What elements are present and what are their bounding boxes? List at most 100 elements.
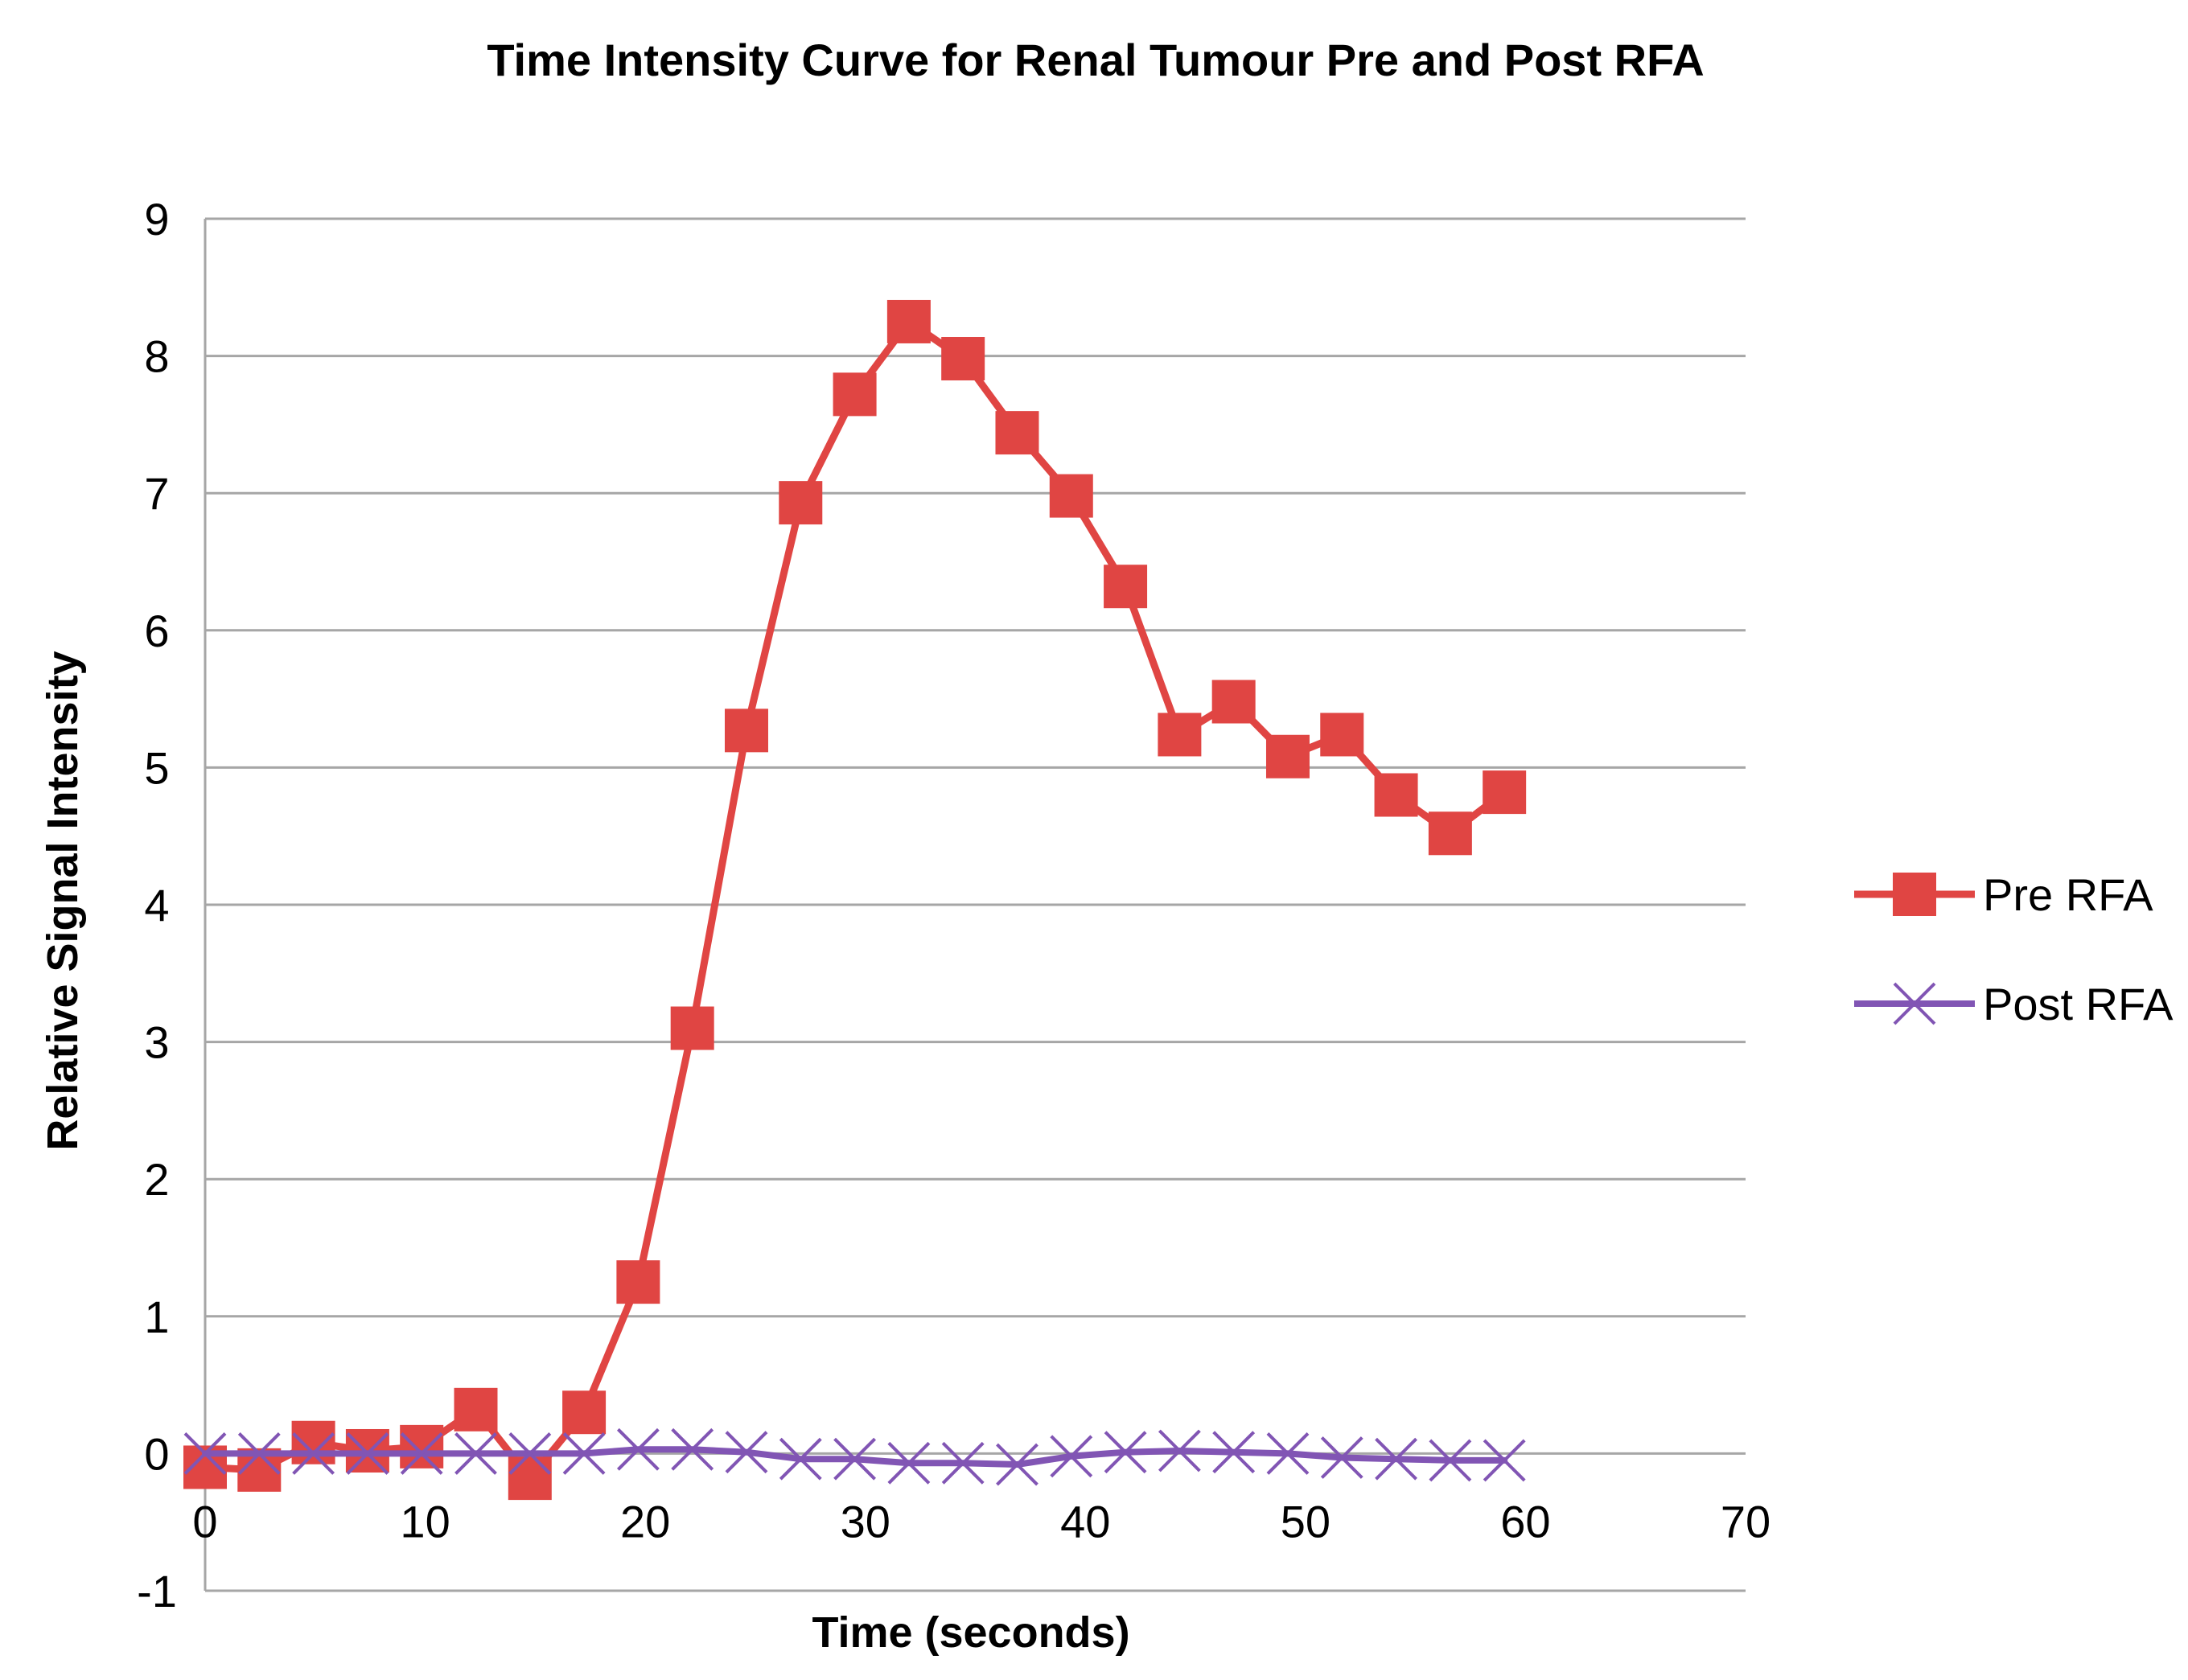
y-tick-label: 3 bbox=[144, 1017, 169, 1068]
data-point bbox=[670, 1006, 714, 1050]
data-point bbox=[1320, 1436, 1363, 1479]
marker-stroke bbox=[1212, 1431, 1256, 1474]
marker-stroke bbox=[454, 1431, 497, 1475]
data-point bbox=[833, 1437, 876, 1481]
marker-stroke bbox=[183, 1431, 227, 1475]
data-point bbox=[291, 1420, 335, 1464]
series-pre-rfa bbox=[183, 299, 1527, 1501]
marker-stroke bbox=[1483, 1439, 1526, 1482]
marker-stroke bbox=[508, 1431, 552, 1475]
data-point bbox=[1104, 565, 1148, 609]
data-point bbox=[996, 1443, 1038, 1486]
data-point bbox=[562, 1431, 606, 1475]
data-point bbox=[941, 337, 985, 381]
data-point bbox=[1483, 770, 1527, 815]
data-point bbox=[1483, 1439, 1526, 1482]
x-tick-label: 10 bbox=[400, 1496, 450, 1547]
legend-marker-square bbox=[1893, 873, 1936, 916]
data-point bbox=[562, 1390, 607, 1435]
y-tick-label: 0 bbox=[144, 1428, 169, 1479]
legend-entry-pre-rfa: Pre RFA bbox=[1854, 869, 2153, 920]
series-line bbox=[201, 318, 1508, 1482]
data-point bbox=[616, 1260, 660, 1304]
data-point bbox=[508, 1456, 552, 1501]
y-tick-label: 1 bbox=[144, 1292, 169, 1342]
series-post-rfa bbox=[183, 1427, 1526, 1486]
data-point bbox=[1158, 713, 1202, 757]
data-point bbox=[1266, 1431, 1310, 1475]
data-point bbox=[292, 1431, 335, 1475]
y-tick-label: 4 bbox=[144, 880, 169, 930]
data-point bbox=[1211, 680, 1256, 724]
data-point bbox=[887, 1441, 931, 1485]
y-tick-label: 9 bbox=[144, 194, 169, 244]
data-point bbox=[1158, 1429, 1201, 1473]
marker-stroke bbox=[671, 1427, 714, 1471]
data-point bbox=[1429, 1439, 1472, 1482]
data-point bbox=[400, 1431, 443, 1475]
marker-stroke bbox=[941, 1441, 985, 1485]
y-tick-label: 8 bbox=[144, 331, 169, 382]
marker-stroke bbox=[833, 1437, 876, 1481]
x-tick-label: 20 bbox=[620, 1496, 670, 1547]
x-tick-label: 0 bbox=[192, 1496, 217, 1547]
x-tick-label: 30 bbox=[841, 1496, 890, 1547]
marker-stroke bbox=[346, 1431, 389, 1475]
legend-marker-x bbox=[1893, 982, 1936, 1025]
data-point bbox=[941, 1441, 985, 1485]
data-point bbox=[183, 1431, 227, 1475]
marker-stroke bbox=[1429, 1439, 1472, 1482]
data-point bbox=[724, 709, 768, 753]
y-tick-label: 5 bbox=[144, 742, 169, 793]
marker-stroke bbox=[616, 1427, 660, 1471]
data-point bbox=[237, 1431, 281, 1475]
x-tick-label: 50 bbox=[1281, 1496, 1330, 1547]
legend: Pre RFA Post RFA bbox=[1854, 869, 2174, 1029]
marker-stroke bbox=[562, 1431, 606, 1475]
tick-labels: -1 0 1 2 3 4 5 6 7 8 9 0 10 20 30 40 50 60 70 bbox=[137, 194, 1771, 1616]
data-point bbox=[454, 1387, 498, 1431]
marker-stroke bbox=[1266, 1431, 1310, 1475]
data-point bbox=[1212, 1431, 1256, 1474]
y-tick-label: -1 bbox=[137, 1566, 177, 1616]
data-point bbox=[779, 481, 823, 525]
marker-stroke bbox=[292, 1431, 335, 1475]
data-point bbox=[508, 1431, 552, 1475]
marker-stroke bbox=[725, 1431, 768, 1474]
marker-stroke bbox=[1158, 1429, 1201, 1473]
data-point bbox=[779, 1437, 822, 1481]
marker-stroke bbox=[1104, 1431, 1147, 1474]
marker-stroke bbox=[400, 1431, 443, 1475]
legend-label: Post RFA bbox=[1983, 979, 2174, 1029]
y-tick-label: 7 bbox=[144, 468, 169, 519]
data-point bbox=[1320, 713, 1364, 757]
data-point bbox=[833, 372, 877, 417]
y-axis-label: Relative Signal Intensity bbox=[39, 651, 87, 1150]
y-tick-label: 2 bbox=[144, 1154, 169, 1205]
marker-stroke bbox=[1375, 1437, 1417, 1481]
marker-stroke bbox=[1050, 1435, 1093, 1478]
x-axis-label: Time (seconds) bbox=[812, 1608, 1129, 1657]
legend-entry-post-rfa: Post RFA bbox=[1854, 979, 2174, 1029]
chart-title: Time Intensity Curve for Renal Tumour Pr… bbox=[487, 35, 1704, 85]
data-point bbox=[886, 299, 931, 343]
gridlines bbox=[205, 217, 1746, 1455]
data-point bbox=[1374, 773, 1418, 817]
data-point bbox=[1050, 1435, 1093, 1478]
axes bbox=[204, 219, 1746, 1592]
x-tick-label: 40 bbox=[1060, 1496, 1110, 1547]
data-point bbox=[1104, 1431, 1147, 1474]
data-point bbox=[346, 1431, 389, 1475]
data-point bbox=[1428, 811, 1472, 856]
marker-stroke bbox=[1320, 1436, 1363, 1479]
data-point bbox=[1265, 734, 1310, 778]
marker-stroke bbox=[237, 1431, 281, 1475]
legend-label: Pre RFA bbox=[1983, 869, 2153, 920]
data-point bbox=[1049, 474, 1093, 518]
data-point bbox=[671, 1427, 714, 1471]
data-point bbox=[995, 411, 1039, 455]
marker-stroke bbox=[779, 1437, 822, 1481]
x-tick-label: 60 bbox=[1500, 1496, 1550, 1547]
